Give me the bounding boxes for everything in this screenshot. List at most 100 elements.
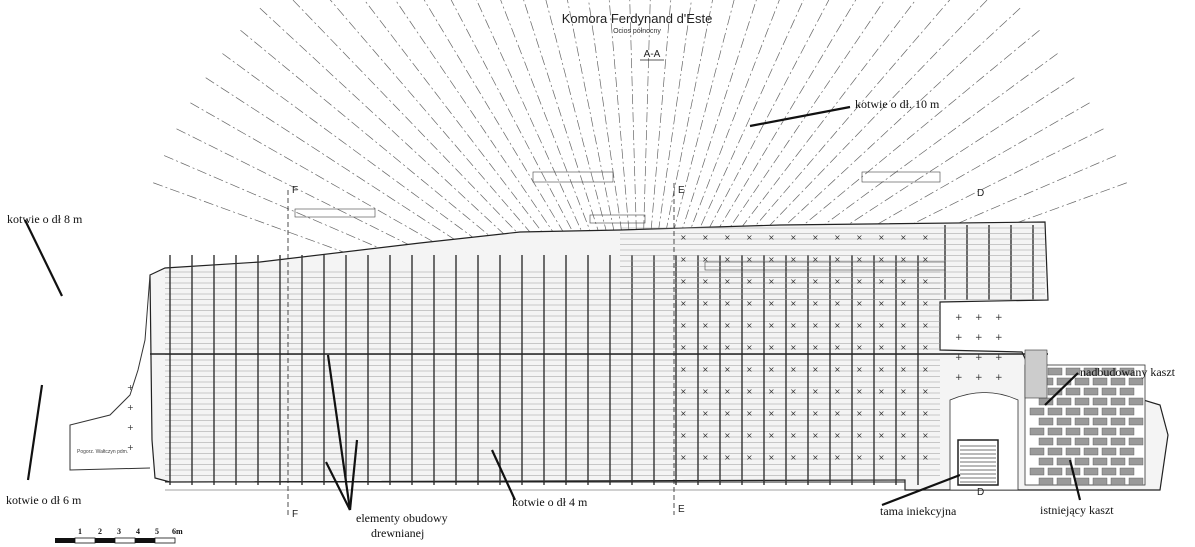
svg-text:×: × xyxy=(702,277,709,286)
scale-label-3: 3 xyxy=(117,527,121,536)
svg-text:×: × xyxy=(834,431,841,440)
svg-text:×: × xyxy=(900,277,907,286)
svg-text:×: × xyxy=(812,365,819,374)
small-note: Pogorz. Wałtczyn pdm. xyxy=(77,449,128,455)
svg-text:×: × xyxy=(834,387,841,396)
svg-text:×: × xyxy=(834,453,841,462)
section-label-d-top: D xyxy=(977,188,984,199)
svg-text:+: + xyxy=(955,313,963,323)
svg-text:×: × xyxy=(922,321,929,330)
svg-text:+: + xyxy=(975,353,983,363)
svg-text:×: × xyxy=(878,343,885,352)
anchor-ray xyxy=(686,0,780,239)
svg-text:×: × xyxy=(746,453,753,462)
anchor-ray xyxy=(450,0,580,246)
svg-text:×: × xyxy=(724,409,731,418)
svg-text:×: × xyxy=(834,233,841,242)
svg-text:×: × xyxy=(922,255,929,264)
svg-text:×: × xyxy=(702,453,709,462)
svg-text:×: × xyxy=(790,453,797,462)
label-injection-dam: tama iniekcyjna xyxy=(880,504,957,518)
svg-text:×: × xyxy=(812,299,819,308)
anchor-ray xyxy=(735,6,1022,272)
anchor-ray xyxy=(174,127,524,303)
anchor-ray xyxy=(756,127,1106,303)
svg-text:×: × xyxy=(768,277,775,286)
scale-label-2: 2 xyxy=(98,527,102,536)
svg-text:×: × xyxy=(900,343,907,352)
svg-text:×: × xyxy=(878,321,885,330)
svg-text:×: × xyxy=(746,299,753,308)
svg-text:×: × xyxy=(856,453,863,462)
svg-text:×: × xyxy=(878,453,885,462)
svg-text:×: × xyxy=(900,387,907,396)
svg-text:×: × xyxy=(834,365,841,374)
scale-bar: 1 2 3 4 5 6m xyxy=(55,527,183,544)
svg-text:+: + xyxy=(127,403,134,412)
svg-text:×: × xyxy=(790,387,797,396)
label-existing-crib: istniejący kaszt xyxy=(1040,503,1114,517)
svg-text:×: × xyxy=(768,233,775,242)
svg-text:+: + xyxy=(995,353,1003,363)
svg-text:×: × xyxy=(878,387,885,396)
svg-text:×: × xyxy=(856,343,863,352)
injection-dam xyxy=(949,392,1019,491)
svg-text:×: × xyxy=(922,277,929,286)
svg-text:×: × xyxy=(746,233,753,242)
anchor-ray xyxy=(203,76,532,290)
svg-text:×: × xyxy=(900,233,907,242)
anchor-ray xyxy=(500,0,594,239)
anchor-rays xyxy=(151,0,1129,316)
svg-text:×: × xyxy=(922,453,929,462)
svg-text:×: × xyxy=(724,387,731,396)
svg-text:×: × xyxy=(746,277,753,286)
anchor-ray xyxy=(162,154,521,310)
label-timber-elements-line2: drewnianej xyxy=(371,526,424,540)
anchor-ray xyxy=(476,0,587,242)
svg-text:×: × xyxy=(746,409,753,418)
svg-text:×: × xyxy=(812,409,819,418)
svg-text:×: × xyxy=(702,409,709,418)
svg-text:×: × xyxy=(790,233,797,242)
label-anchors-4m: kotwie o dł 4 m xyxy=(512,495,588,509)
svg-text:×: × xyxy=(922,409,929,418)
svg-text:×: × xyxy=(812,277,819,286)
svg-text:×: × xyxy=(680,299,687,308)
label-anchors-10m: kotwie o dł. 10 m xyxy=(855,97,940,111)
svg-text:+: + xyxy=(995,313,1003,323)
anchor-ray xyxy=(523,0,601,237)
svg-text:×: × xyxy=(746,431,753,440)
timber-support-grid xyxy=(150,225,1048,491)
scale-label-6m: 6m xyxy=(172,527,183,536)
svg-text:×: × xyxy=(900,409,907,418)
anchor-ray xyxy=(220,52,536,284)
svg-text:×: × xyxy=(746,255,753,264)
svg-text:×: × xyxy=(702,343,709,352)
section-label-d-bottom: D xyxy=(977,487,984,498)
svg-text:×: × xyxy=(900,321,907,330)
svg-text:×: × xyxy=(812,343,819,352)
svg-text:×: × xyxy=(768,299,775,308)
label-timber-elements-line1: elementy obudowy xyxy=(356,511,448,525)
anchor-ray xyxy=(363,0,562,258)
chamber-outline xyxy=(149,221,1169,491)
anchor-ray xyxy=(672,0,735,235)
svg-text:×: × xyxy=(702,321,709,330)
svg-text:+: + xyxy=(975,333,983,343)
anchor-ray xyxy=(188,101,528,296)
svg-text:×: × xyxy=(702,387,709,396)
svg-text:×: × xyxy=(680,255,687,264)
svg-text:×: × xyxy=(768,255,775,264)
svg-text:×: × xyxy=(856,255,863,264)
svg-text:×: × xyxy=(768,409,775,418)
svg-text:×: × xyxy=(812,321,819,330)
anchor-ray xyxy=(744,52,1060,284)
svg-text:×: × xyxy=(680,409,687,418)
dimension-blocks xyxy=(294,171,946,271)
leader-lines xyxy=(24,105,1082,511)
svg-text:×: × xyxy=(702,255,709,264)
svg-text:×: × xyxy=(790,299,797,308)
svg-text:×: × xyxy=(702,431,709,440)
svg-text:×: × xyxy=(878,299,885,308)
section-label-e-top: E xyxy=(678,185,685,196)
